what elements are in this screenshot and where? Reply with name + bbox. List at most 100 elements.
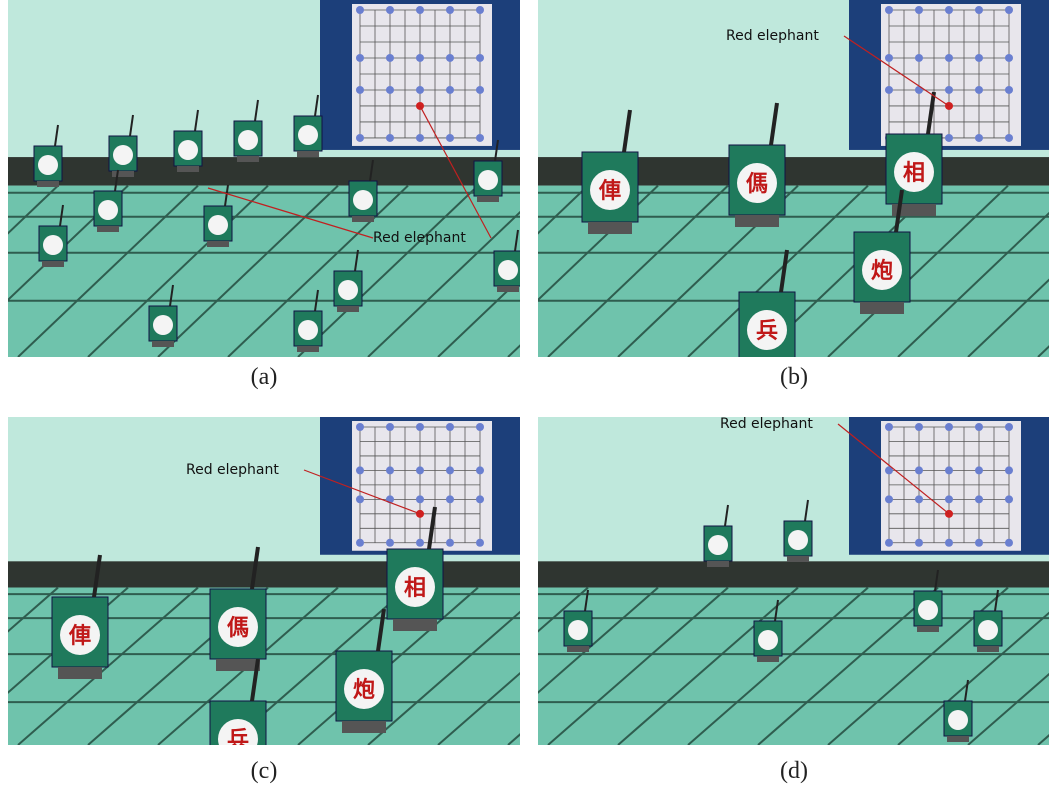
- robot-label-disc: [113, 145, 133, 165]
- robot-base: [735, 215, 779, 227]
- wall-band: [8, 157, 520, 186]
- robot-base: [97, 226, 119, 232]
- board-piece: [945, 6, 953, 14]
- board-piece: [1005, 134, 1013, 142]
- robot-label-disc: [788, 530, 808, 550]
- board-piece: [975, 86, 983, 94]
- board-piece: [975, 6, 983, 14]
- piece-label: 傌: [746, 172, 768, 197]
- robot-label-disc: [478, 170, 498, 190]
- annotation: Red elephant: [726, 28, 819, 44]
- caption: (d): [538, 758, 1049, 785]
- board-piece: [386, 466, 394, 474]
- board-piece: [476, 495, 484, 503]
- board-piece: [446, 6, 454, 14]
- annotation: Red elephant: [373, 230, 466, 246]
- robot-label-disc: [38, 155, 58, 175]
- board-piece: [356, 539, 364, 547]
- robot-base: [977, 646, 999, 652]
- robot-base: [112, 171, 134, 177]
- robot-label-disc: [338, 280, 358, 300]
- robot-base: [58, 667, 102, 679]
- board-piece: [915, 423, 923, 431]
- robot-base: [567, 646, 589, 652]
- board-piece: [446, 134, 454, 142]
- board-piece: [945, 86, 953, 94]
- board: [881, 421, 1021, 551]
- board-piece: [885, 54, 893, 62]
- wall-band: [538, 561, 1049, 587]
- board-piece: [915, 495, 923, 503]
- robot-base: [237, 156, 259, 162]
- robot-label-disc: [948, 710, 968, 730]
- board-piece: [446, 54, 454, 62]
- board-piece: [416, 6, 424, 14]
- robot-base: [207, 241, 229, 247]
- board-piece: [446, 539, 454, 547]
- board-piece: [975, 466, 983, 474]
- board-piece: [386, 539, 394, 547]
- robot-label-disc: [918, 600, 938, 620]
- annotation: Red elephant: [720, 417, 813, 432]
- red-elephant-marker: [416, 510, 424, 518]
- board-piece: [915, 539, 923, 547]
- photo-b: 俥 傌 相炮兵 Red elephant: [538, 0, 1049, 357]
- board-piece: [416, 54, 424, 62]
- robot-base: [297, 346, 319, 352]
- board-piece: [476, 466, 484, 474]
- robot-label-disc: [98, 200, 118, 220]
- board-piece: [446, 423, 454, 431]
- figure: Red elephant 俥傌相炮兵Red elephant 俥傌相炮兵Red …: [0, 0, 1049, 806]
- piece-label: 炮: [353, 677, 375, 703]
- board-piece: [356, 54, 364, 62]
- board-piece: [386, 423, 394, 431]
- robot-base: [37, 181, 59, 187]
- piece-label: 相: [903, 161, 925, 186]
- robot-base: [860, 302, 904, 314]
- robot-label-disc: [708, 535, 728, 555]
- board-piece: [975, 495, 983, 503]
- board-piece: [386, 6, 394, 14]
- caption: (c): [8, 758, 520, 785]
- board-piece: [885, 495, 893, 503]
- robot-base: [152, 341, 174, 347]
- board-piece: [416, 86, 424, 94]
- board-piece: [1005, 6, 1013, 14]
- piece-label: 俥: [598, 178, 621, 204]
- board-piece: [386, 134, 394, 142]
- photo-d: Red elephant: [538, 417, 1049, 745]
- board-piece: [476, 6, 484, 14]
- board-piece: [885, 539, 893, 547]
- board-piece: [476, 423, 484, 431]
- board-piece: [446, 86, 454, 94]
- board: [352, 4, 492, 146]
- piece-label: 兵: [756, 319, 778, 344]
- board-piece: [386, 86, 394, 94]
- board-piece: [356, 86, 364, 94]
- robot-base: [352, 216, 374, 222]
- board-piece: [1005, 495, 1013, 503]
- board-piece: [975, 134, 983, 142]
- board-piece: [945, 539, 953, 547]
- board-piece: [975, 54, 983, 62]
- robot-label-disc: [298, 125, 318, 145]
- board-piece: [416, 539, 424, 547]
- robot-base: [297, 151, 319, 157]
- board-piece: [1005, 423, 1013, 431]
- board-piece: [356, 495, 364, 503]
- robot-base: [337, 306, 359, 312]
- board-piece: [476, 54, 484, 62]
- robot-base: [787, 556, 809, 562]
- board-piece: [416, 423, 424, 431]
- piece-label: 炮: [871, 258, 893, 284]
- board-piece: [975, 423, 983, 431]
- board-piece: [416, 466, 424, 474]
- board: [352, 421, 492, 551]
- board-piece: [476, 86, 484, 94]
- robot-base: [42, 261, 64, 267]
- robot-label-disc: [498, 260, 518, 280]
- annotation: Red elephant: [186, 462, 279, 478]
- board-piece: [446, 495, 454, 503]
- board-piece: [915, 6, 923, 14]
- photo-c: 俥傌相炮兵Red elephant: [8, 417, 520, 745]
